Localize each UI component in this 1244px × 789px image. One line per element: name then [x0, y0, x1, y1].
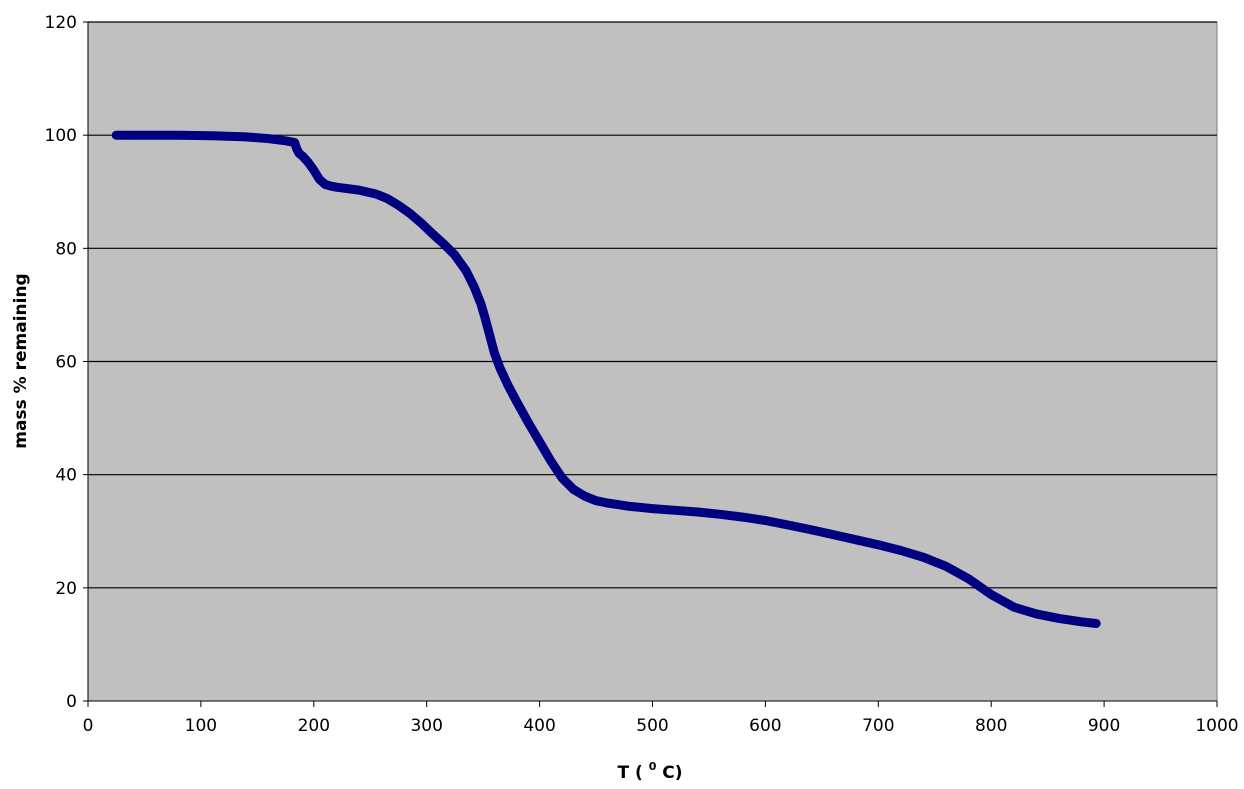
y-tick-label-0: 0	[66, 692, 77, 712]
x-tick-labels: 0 100 200 300 400 500 600 700 800 900 1000	[83, 701, 1239, 736]
x-tick-label-400: 400	[523, 716, 555, 736]
x-tick-label-700: 700	[862, 716, 894, 736]
series-line-0	[111, 130, 1101, 628]
y-tick-label-40: 40	[55, 466, 77, 486]
x-tick-label-300: 300	[410, 716, 442, 736]
series-layer	[111, 130, 1101, 628]
y-tick-label-20: 20	[55, 579, 77, 599]
x-tick-label-600: 600	[749, 716, 781, 736]
x-tick-label-100: 100	[185, 716, 217, 736]
x-axis-title: T ( 0 C)	[617, 755, 682, 783]
x-tick-label-0: 0	[83, 716, 94, 736]
y-tick-label-80: 80	[55, 239, 77, 259]
x-tick-label-200: 200	[298, 716, 330, 736]
x-axis-title-main: T (	[617, 763, 642, 783]
x-tick-label-500: 500	[636, 716, 668, 736]
x-tick-label-800: 800	[975, 716, 1007, 736]
y-tick-label-100: 100	[45, 126, 77, 146]
x-axis-title-suffix: C)	[662, 763, 682, 783]
y-tick-label-60: 60	[55, 353, 77, 373]
y-tick-label-120: 120	[45, 13, 77, 33]
y-tick-labels: 0 20 40 60 80 100 120	[45, 13, 88, 712]
x-tick-label-900: 900	[1088, 716, 1120, 736]
x-tick-label-1000: 1000	[1195, 716, 1238, 736]
y-axis-title: mass % remaining	[11, 273, 31, 448]
x-axis-title-superscript: 0	[649, 760, 657, 773]
